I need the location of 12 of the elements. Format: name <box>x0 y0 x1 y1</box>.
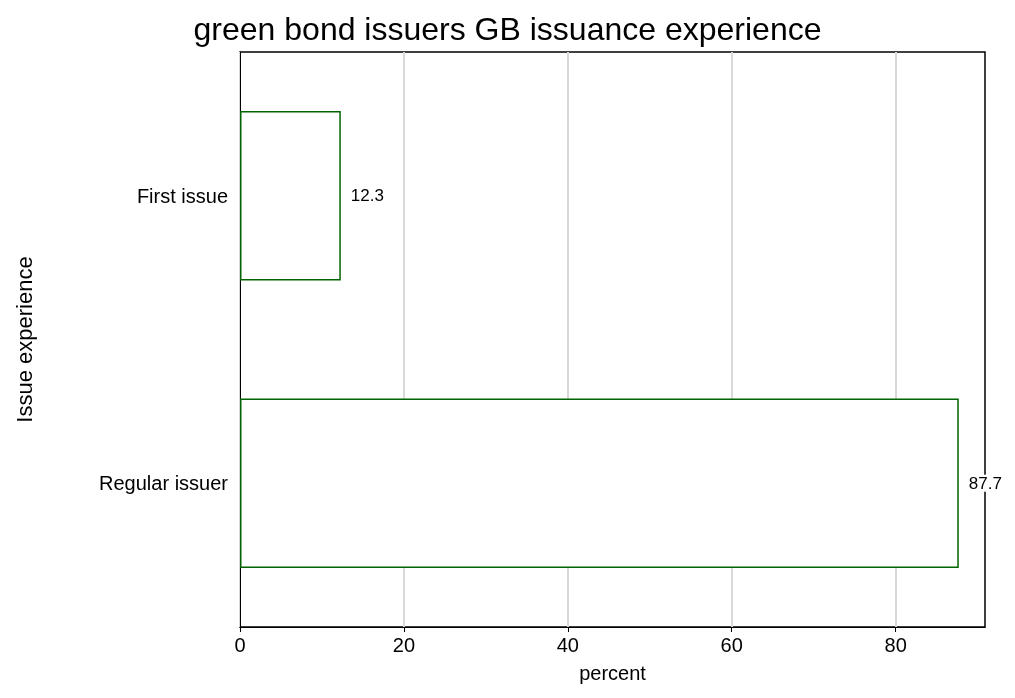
x-tick-label: 80 <box>884 634 907 656</box>
data-label: 12.3 <box>350 186 384 206</box>
x-tick-label: 60 <box>720 634 743 656</box>
x-axis-title: percent <box>579 662 647 684</box>
x-tick-label: 20 <box>392 634 416 656</box>
y-tick-label: First issue <box>136 184 228 207</box>
y-tick-label: Regular issuer <box>99 472 229 495</box>
x-tick-label: 40 <box>556 634 579 656</box>
x-tick-label: 0 <box>234 634 246 656</box>
data-label: 87.7 <box>968 473 1002 493</box>
chart-title: green bond issuers GB issuance experience <box>193 11 822 47</box>
y-axis-title: Issue experience <box>11 256 37 423</box>
